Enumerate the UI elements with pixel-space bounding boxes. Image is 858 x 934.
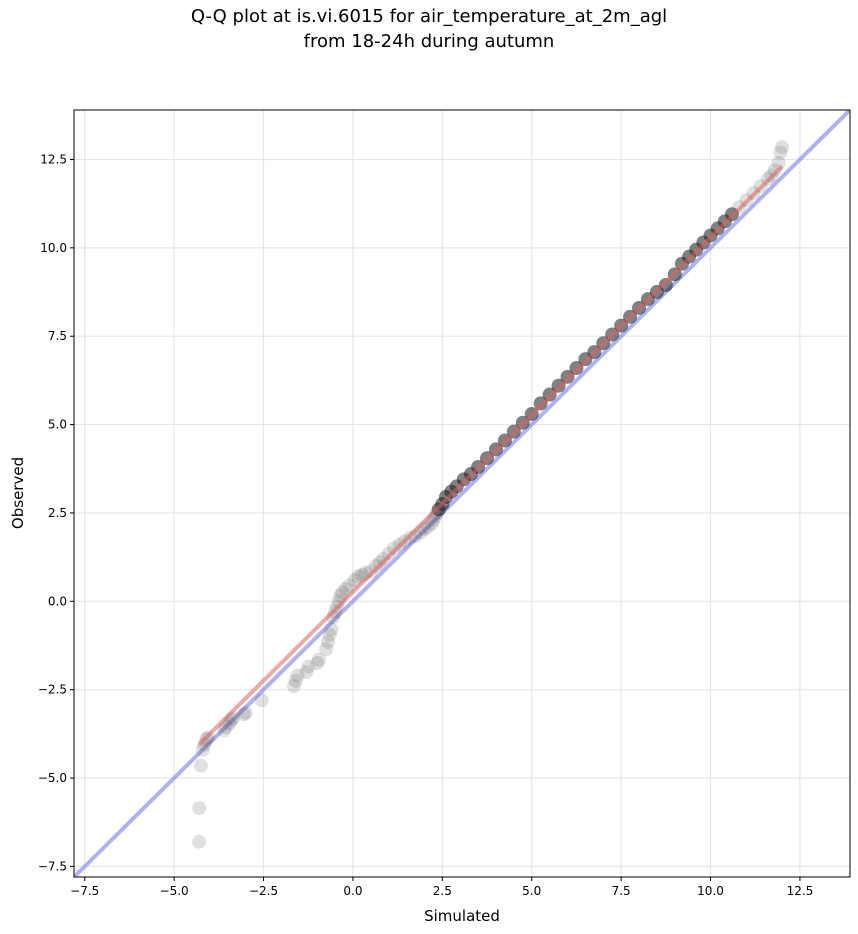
qq-point [301, 659, 316, 674]
qq-point [311, 652, 326, 667]
qq-point [236, 707, 251, 722]
y-tick-label: 0.0 [48, 594, 67, 608]
y-tick-label: −2.5 [38, 683, 67, 697]
qq-point [286, 679, 301, 694]
y-tick-label: 2.5 [48, 506, 67, 520]
qq-point [254, 693, 269, 708]
qq-point [193, 758, 208, 773]
qq-point [288, 673, 303, 688]
x-tick-label: −7.5 [70, 884, 99, 898]
data-layer [74, 110, 850, 877]
qq-point [192, 834, 207, 849]
identity-line [74, 110, 850, 877]
qq-point [372, 555, 387, 570]
x-tick-label: −5.0 [160, 884, 189, 898]
plot-frame [73, 109, 851, 878]
qq-point [342, 578, 357, 593]
x-tick-label: 10.0 [697, 884, 724, 898]
qq-point [775, 140, 790, 155]
qq-point [324, 622, 339, 637]
ticks: −7.5 −5.0 −2.5 0.0 2.5 5.0 7.5 10.0 12.5 −7.5 −5.0… [38, 152, 813, 898]
qq-point [351, 569, 366, 584]
y-axis-label: Observed [9, 457, 27, 529]
qq-point [376, 551, 391, 566]
qq-point [335, 585, 350, 600]
qq-point [192, 801, 207, 816]
x-tick-label: −2.5 [249, 884, 278, 898]
qq-point [299, 664, 314, 679]
qq-point [195, 742, 210, 757]
y-tick-label: −7.5 [38, 859, 67, 873]
x-tick-label: 0.0 [343, 884, 362, 898]
x-axis-label: Simulated [424, 907, 500, 925]
x-tick-label: 5.0 [522, 884, 541, 898]
qq-point [381, 546, 396, 561]
chart-subtitle: from 18-24h during autumn [303, 31, 555, 52]
qq-point [773, 145, 788, 160]
qq-point [347, 573, 362, 588]
qq-point [238, 705, 253, 720]
y-tick-label: 10.0 [40, 241, 67, 255]
fit-line [197, 165, 784, 746]
qq-point [217, 723, 232, 738]
qq-point [369, 558, 384, 573]
qq-point [338, 581, 353, 596]
x-tick-label: 12.5 [787, 884, 814, 898]
x-tick-label: 2.5 [433, 884, 452, 898]
qq-point [658, 277, 673, 292]
y-tick-label: 5.0 [48, 418, 67, 432]
qq-point [767, 163, 782, 178]
qq-point [363, 564, 378, 579]
grid [74, 110, 850, 877]
y-tick-label: −5.0 [38, 771, 67, 785]
y-tick-label: 7.5 [48, 329, 67, 343]
qq-point [319, 642, 334, 657]
qq-point [322, 627, 337, 642]
qq-point [320, 634, 335, 649]
qq-point [387, 541, 402, 556]
qq-point [310, 656, 325, 671]
chart-title: Q-Q plot at is.vi.6015 for air_temperatu… [190, 6, 668, 27]
qq-point [290, 668, 305, 683]
y-tick-label: 12.5 [40, 152, 67, 166]
x-tick-label: 7.5 [612, 884, 631, 898]
